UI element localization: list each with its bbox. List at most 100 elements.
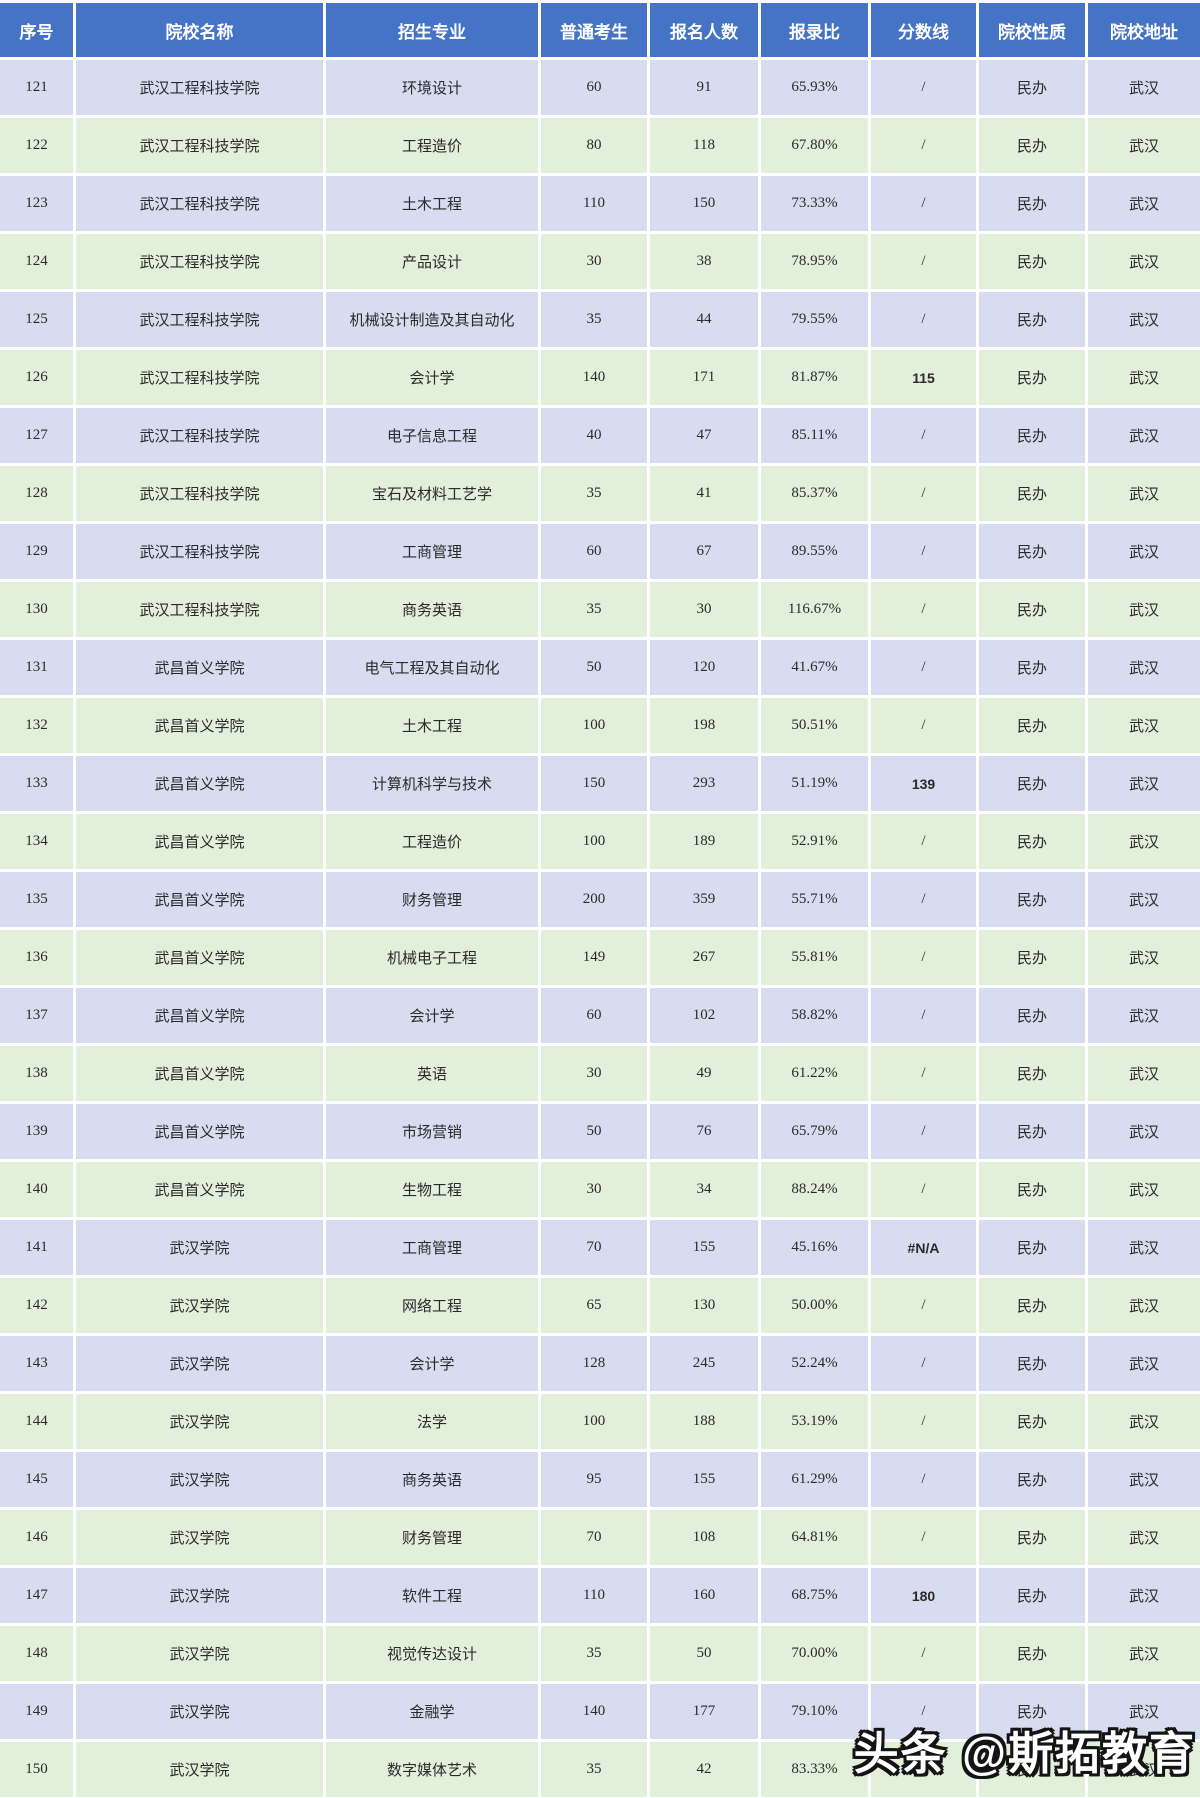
cell-score-line: / <box>871 985 979 1043</box>
col-header-school-name: 院校名称 <box>76 0 326 57</box>
cell-serial: 143 <box>0 1333 76 1391</box>
cell-score-line: / <box>871 1275 979 1333</box>
cell-school-name: 武汉学院 <box>76 1507 326 1565</box>
cell-regular-candidates: 95 <box>541 1449 650 1507</box>
cell-school-name: 武昌首义学院 <box>76 811 326 869</box>
cell-major: 工商管理 <box>326 1217 541 1275</box>
cell-school-location: 武汉 <box>1088 1565 1200 1623</box>
table-row: 123 武汉工程科技学院 土木工程 110 150 73.33% / 民办 武汉 <box>0 173 1200 231</box>
cell-applicant-count: 49 <box>650 1043 761 1101</box>
cell-school-type: 民办 <box>979 927 1088 985</box>
cell-school-location: 武汉 <box>1088 811 1200 869</box>
cell-regular-candidates: 35 <box>541 1623 650 1681</box>
cell-school-name: 武汉工程科技学院 <box>76 579 326 637</box>
cell-school-name: 武昌首义学院 <box>76 1159 326 1217</box>
cell-regular-candidates: 35 <box>541 463 650 521</box>
cell-serial: 131 <box>0 637 76 695</box>
cell-applicant-count: 155 <box>650 1449 761 1507</box>
cell-major: 工程造价 <box>326 115 541 173</box>
table-row: 150 武汉学院 数字媒体艺术 35 42 83.33% / 民办 武汉 <box>0 1739 1200 1797</box>
cell-school-location: 武汉 <box>1088 1043 1200 1101</box>
cell-school-type: 民办 <box>979 637 1088 695</box>
cell-regular-candidates: 50 <box>541 1101 650 1159</box>
table-row: 134 武昌首义学院 工程造价 100 189 52.91% / 民办 武汉 <box>0 811 1200 869</box>
cell-applicant-count: 38 <box>650 231 761 289</box>
table-body: 121 武汉工程科技学院 环境设计 60 91 65.93% / 民办 武汉 122 武汉工程科技学… <box>0 57 1200 1797</box>
table-row: 140 武昌首义学院 生物工程 30 34 88.24% / 民办 武汉 <box>0 1159 1200 1217</box>
cell-score-line: / <box>871 1449 979 1507</box>
cell-school-name: 武汉学院 <box>76 1739 326 1797</box>
cell-ratio: 52.24% <box>761 1333 871 1391</box>
table-row: 142 武汉学院 网络工程 65 130 50.00% / 民办 武汉 <box>0 1275 1200 1333</box>
cell-major: 环境设计 <box>326 57 541 115</box>
cell-ratio: 79.10% <box>761 1681 871 1739</box>
cell-school-name: 武汉工程科技学院 <box>76 57 326 115</box>
cell-major: 土木工程 <box>326 173 541 231</box>
table-row: 130 武汉工程科技学院 商务英语 35 30 116.67% / 民办 武汉 <box>0 579 1200 637</box>
cell-ratio: 83.33% <box>761 1739 871 1797</box>
cell-score-line: / <box>871 869 979 927</box>
cell-school-location: 武汉 <box>1088 1739 1200 1797</box>
col-header-major: 招生专业 <box>326 0 541 57</box>
cell-regular-candidates: 60 <box>541 57 650 115</box>
cell-applicant-count: 155 <box>650 1217 761 1275</box>
col-header-school-type: 院校性质 <box>979 0 1088 57</box>
cell-major: 数字媒体艺术 <box>326 1739 541 1797</box>
cell-regular-candidates: 50 <box>541 637 650 695</box>
cell-school-type: 民办 <box>979 1101 1088 1159</box>
cell-school-name: 武汉工程科技学院 <box>76 463 326 521</box>
table-row: 136 武昌首义学院 机械电子工程 149 267 55.81% / 民办 武汉 <box>0 927 1200 985</box>
cell-major: 生物工程 <box>326 1159 541 1217</box>
cell-serial: 130 <box>0 579 76 637</box>
table-row: 133 武昌首义学院 计算机科学与技术 150 293 51.19% 139 民办 武汉 <box>0 753 1200 811</box>
cell-applicant-count: 198 <box>650 695 761 753</box>
cell-applicant-count: 245 <box>650 1333 761 1391</box>
cell-serial: 133 <box>0 753 76 811</box>
cell-school-type: 民办 <box>979 1565 1088 1623</box>
cell-serial: 140 <box>0 1159 76 1217</box>
cell-applicant-count: 47 <box>650 405 761 463</box>
cell-school-location: 武汉 <box>1088 1217 1200 1275</box>
table-row: 139 武昌首义学院 市场营销 50 76 65.79% / 民办 武汉 <box>0 1101 1200 1159</box>
cell-school-type: 民办 <box>979 1217 1088 1275</box>
cell-regular-candidates: 70 <box>541 1217 650 1275</box>
table-row: 127 武汉工程科技学院 电子信息工程 40 47 85.11% / 民办 武汉 <box>0 405 1200 463</box>
cell-major: 视觉传达设计 <box>326 1623 541 1681</box>
cell-serial: 137 <box>0 985 76 1043</box>
cell-score-line: / <box>871 927 979 985</box>
cell-school-type: 民办 <box>979 289 1088 347</box>
table-row: 144 武汉学院 法学 100 188 53.19% / 民办 武汉 <box>0 1391 1200 1449</box>
cell-ratio: 50.00% <box>761 1275 871 1333</box>
cell-score-line: / <box>871 173 979 231</box>
cell-applicant-count: 91 <box>650 57 761 115</box>
cell-serial: 121 <box>0 57 76 115</box>
cell-serial: 134 <box>0 811 76 869</box>
cell-school-type: 民办 <box>979 1159 1088 1217</box>
cell-school-location: 武汉 <box>1088 869 1200 927</box>
cell-school-location: 武汉 <box>1088 463 1200 521</box>
cell-school-name: 武汉学院 <box>76 1565 326 1623</box>
cell-ratio: 50.51% <box>761 695 871 753</box>
cell-ratio: 65.79% <box>761 1101 871 1159</box>
cell-school-name: 武昌首义学院 <box>76 985 326 1043</box>
cell-school-type: 民办 <box>979 1739 1088 1797</box>
cell-serial: 142 <box>0 1275 76 1333</box>
cell-ratio: 85.37% <box>761 463 871 521</box>
cell-ratio: 58.82% <box>761 985 871 1043</box>
cell-applicant-count: 177 <box>650 1681 761 1739</box>
cell-ratio: 79.55% <box>761 289 871 347</box>
cell-applicant-count: 171 <box>650 347 761 405</box>
cell-major: 工商管理 <box>326 521 541 579</box>
cell-school-location: 武汉 <box>1088 1507 1200 1565</box>
cell-score-line: / <box>871 1681 979 1739</box>
cell-score-line: / <box>871 1391 979 1449</box>
table-row: 131 武昌首义学院 电气工程及其自动化 50 120 41.67% / 民办 武汉 <box>0 637 1200 695</box>
cell-serial: 123 <box>0 173 76 231</box>
cell-school-location: 武汉 <box>1088 1159 1200 1217</box>
table-row: 137 武昌首义学院 会计学 60 102 58.82% / 民办 武汉 <box>0 985 1200 1043</box>
col-header-score-line: 分数线 <box>871 0 979 57</box>
cell-school-name: 武昌首义学院 <box>76 1043 326 1101</box>
cell-applicant-count: 118 <box>650 115 761 173</box>
cell-ratio: 64.81% <box>761 1507 871 1565</box>
